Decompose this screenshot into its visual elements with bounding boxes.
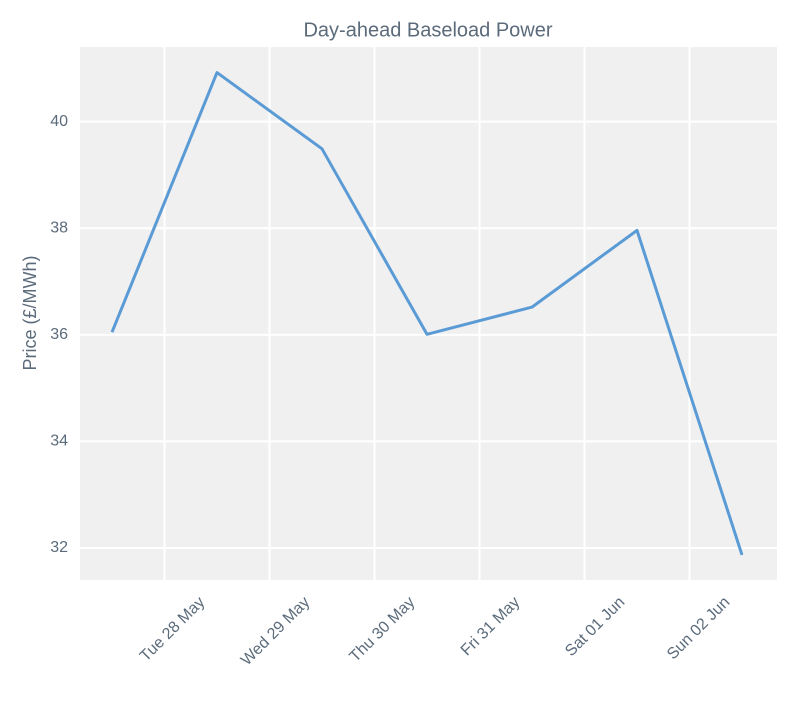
x-tick-label: Sun 02 Jun [664,594,733,663]
y-axis-label: Price (£/MWh) [20,255,40,370]
y-tick-label: 40 [50,113,68,130]
x-tick-label: Thu 30 May [347,594,419,666]
y-tick-label: 36 [50,326,68,343]
x-tick-label: Sat 01 Jun [562,594,628,660]
y-tick-label: 32 [50,539,68,556]
x-tick-label: Tue 28 May [137,594,208,665]
x-tick-label: Wed 29 May [238,594,313,669]
chart-title: Day-ahead Baseload Power [303,19,552,41]
x-tick-label: Fri 31 May [458,594,523,659]
y-tick-label: 38 [50,219,68,236]
y-tick-label: 34 [50,433,68,450]
line [110,71,744,556]
plot-area [80,47,777,580]
